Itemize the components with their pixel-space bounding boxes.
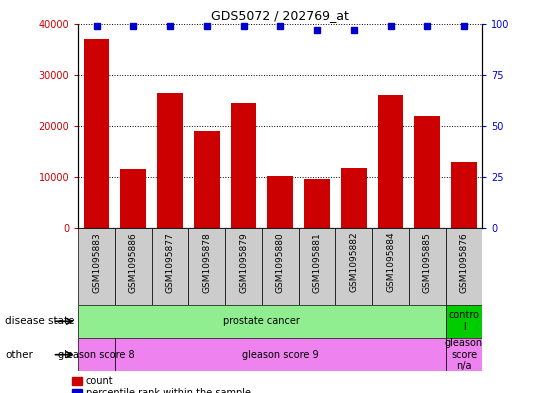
- Text: GSM1095884: GSM1095884: [386, 232, 395, 292]
- Text: GSM1095880: GSM1095880: [276, 232, 285, 292]
- Text: GSM1095886: GSM1095886: [129, 232, 138, 292]
- Text: gleason
score
n/a: gleason score n/a: [445, 338, 483, 371]
- Text: prostate cancer: prostate cancer: [224, 316, 300, 326]
- Text: GSM1095876: GSM1095876: [460, 232, 468, 292]
- Bar: [194, 131, 220, 228]
- Text: GSM1095881: GSM1095881: [313, 232, 322, 292]
- FancyBboxPatch shape: [78, 338, 115, 371]
- FancyBboxPatch shape: [299, 228, 335, 305]
- Text: GSM1095878: GSM1095878: [202, 232, 211, 292]
- Bar: [451, 162, 477, 228]
- Bar: [341, 168, 367, 228]
- FancyBboxPatch shape: [335, 228, 372, 305]
- Bar: [157, 93, 183, 228]
- Bar: [84, 39, 109, 228]
- Text: gleason score 9: gleason score 9: [242, 350, 319, 360]
- Text: GSM1095885: GSM1095885: [423, 232, 432, 292]
- FancyBboxPatch shape: [446, 228, 482, 305]
- FancyBboxPatch shape: [189, 228, 225, 305]
- Text: GSM1095882: GSM1095882: [349, 232, 358, 292]
- Text: GSM1095879: GSM1095879: [239, 232, 248, 292]
- Bar: [304, 179, 330, 228]
- FancyBboxPatch shape: [78, 305, 446, 338]
- FancyBboxPatch shape: [446, 338, 482, 371]
- Bar: [267, 176, 293, 228]
- Bar: [378, 95, 403, 228]
- Text: contro
l: contro l: [448, 310, 480, 332]
- FancyBboxPatch shape: [262, 228, 299, 305]
- Text: GSM1095883: GSM1095883: [92, 232, 101, 292]
- FancyBboxPatch shape: [115, 338, 446, 371]
- Text: GSM1095877: GSM1095877: [165, 232, 175, 292]
- Bar: [231, 103, 257, 228]
- FancyBboxPatch shape: [225, 228, 262, 305]
- Text: disease state: disease state: [5, 316, 75, 326]
- Text: other: other: [5, 350, 33, 360]
- Legend: count, percentile rank within the sample: count, percentile rank within the sample: [72, 376, 251, 393]
- Bar: [414, 116, 440, 228]
- FancyBboxPatch shape: [78, 228, 115, 305]
- FancyBboxPatch shape: [446, 305, 482, 338]
- Text: gleason score 8: gleason score 8: [58, 350, 135, 360]
- FancyBboxPatch shape: [151, 228, 189, 305]
- FancyBboxPatch shape: [372, 228, 409, 305]
- Title: GDS5072 / 202769_at: GDS5072 / 202769_at: [211, 9, 349, 22]
- FancyBboxPatch shape: [115, 228, 151, 305]
- FancyBboxPatch shape: [409, 228, 446, 305]
- Bar: [120, 169, 146, 228]
